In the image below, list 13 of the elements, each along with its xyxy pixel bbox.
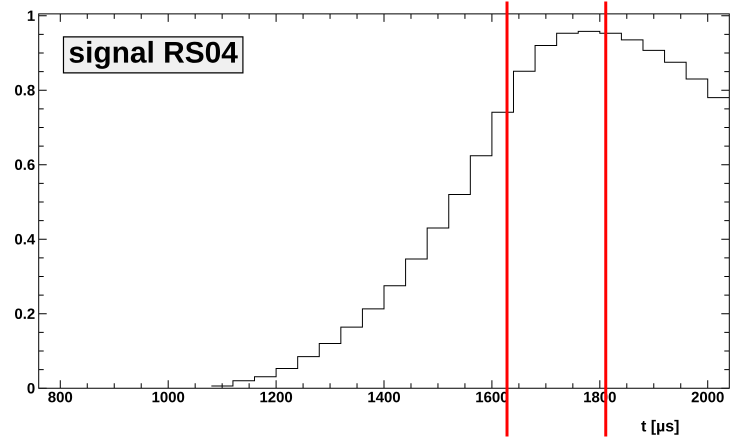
x-tick-label: 1200: [260, 392, 292, 402]
y-tick-label: 1: [28, 10, 35, 21]
text: signal RS04: [70, 40, 238, 69]
y-tick-label: 0.2: [15, 308, 35, 320]
x-tick-label: 2000: [692, 392, 724, 402]
y-tick-label: 0: [27, 382, 35, 394]
x-tick-label: 1000: [152, 392, 184, 402]
y-tick-label: 0.6: [15, 159, 35, 170]
y-tick-label: 0.8: [15, 84, 35, 96]
x-tick-label: 1400: [368, 392, 400, 402]
x-axis-title: t [µs]: [641, 420, 679, 435]
x-tick-label: 800: [48, 392, 72, 402]
y-tick-label: 0.4: [15, 234, 36, 244]
